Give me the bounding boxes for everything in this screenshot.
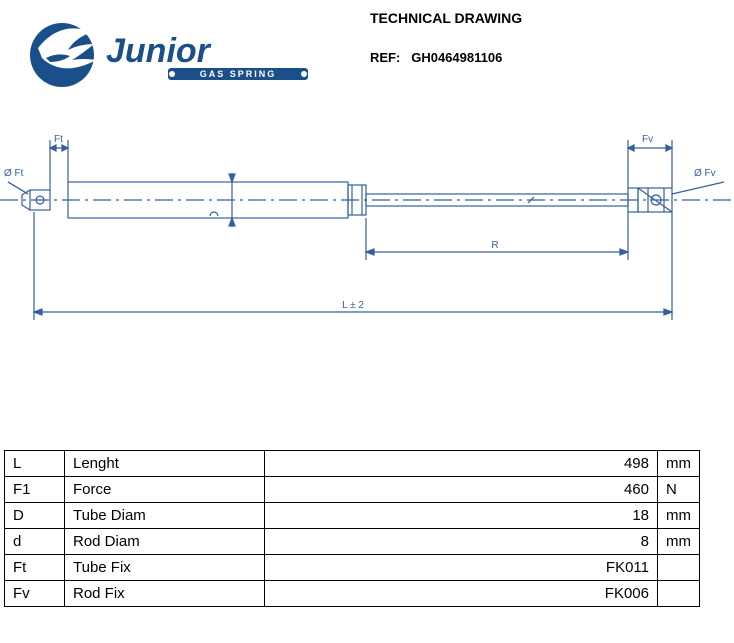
label-l: L ± 2 [342,300,364,311]
cell-name: Rod Diam [65,529,265,555]
brand-logo: Junior GAS SPRING [20,10,320,100]
cell-unit [658,581,700,607]
title-ref-block: TECHNICAL DRAWING REF: GH0464981106 [370,10,522,65]
cell-name: Lenght [65,451,265,477]
cell-sym: d [5,529,65,555]
label-r: R [491,240,498,251]
label-phi-fv: Ø Fv [694,168,716,179]
cell-name: Tube Fix [65,555,265,581]
cell-unit: N [658,477,700,503]
drawing-svg: Ft Ø Ft Fv Ø Fv R L ± 2 [0,130,734,370]
spec-table: L Lenght 498 mm F1 Force 460 N D Tube Di… [4,450,700,607]
technical-drawing: Ft Ø Ft Fv Ø Fv R L ± 2 [0,130,734,370]
table-row: L Lenght 498 mm [5,451,700,477]
label-ft-top: Ft [54,134,63,145]
cell-sym: Ft [5,555,65,581]
spec-table-body: L Lenght 498 mm F1 Force 460 N D Tube Di… [5,451,700,607]
header: Junior GAS SPRING TECHNICAL DRAWING REF:… [0,0,734,110]
logo-area: Junior GAS SPRING [20,10,330,100]
table-row: Fv Rod Fix FK006 [5,581,700,607]
table-row: d Rod Diam 8 mm [5,529,700,555]
brand-name-text: Junior [106,32,212,70]
cell-val: FK006 [265,581,658,607]
cell-val: FK011 [265,555,658,581]
table-row: F1 Force 460 N [5,477,700,503]
cell-sym: L [5,451,65,477]
cell-sym: Fv [5,581,65,607]
brand-sub-text: GAS SPRING [200,69,277,79]
table-row: D Tube Diam 18 mm [5,503,700,529]
phi-fv-leader [672,182,724,194]
cell-val: 498 [265,451,658,477]
cell-val: 460 [265,477,658,503]
cell-val: 18 [265,503,658,529]
table-row: Ft Tube Fix FK011 [5,555,700,581]
cell-name: Rod Fix [65,581,265,607]
cell-unit: mm [658,503,700,529]
label-fv-top: Fv [642,134,653,145]
cell-name: Force [65,477,265,503]
cell-unit: mm [658,451,700,477]
label-phi-ft: Ø Ft [4,168,24,179]
ref-line: REF: GH0464981106 [370,50,522,65]
cell-sym: D [5,503,65,529]
cell-val: 8 [265,529,658,555]
cell-unit [658,555,700,581]
cell-sym: F1 [5,477,65,503]
cell-unit: mm [658,529,700,555]
cell-name: Tube Diam [65,503,265,529]
ref-label: REF: [370,50,400,65]
page-title: TECHNICAL DRAWING [370,10,522,26]
ref-value: GH0464981106 [411,50,502,65]
